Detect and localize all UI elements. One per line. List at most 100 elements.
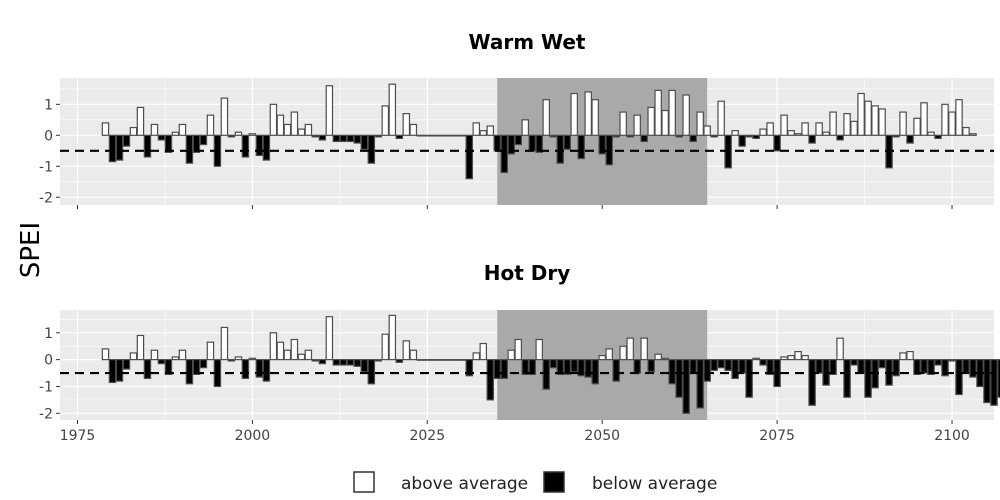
bar-warm-wet-2031 bbox=[465, 134, 474, 180]
bar-warm-wet-2007 bbox=[297, 128, 306, 136]
bar-hot-dry-2005 bbox=[283, 349, 292, 361]
bar-hot-dry-2002 bbox=[262, 359, 271, 382]
bar-warm-wet-2052 bbox=[612, 134, 620, 138]
bar-warm-wet-2044 bbox=[556, 134, 564, 164]
bar-hot-dry-2024 bbox=[416, 359, 425, 361]
bar-hot-dry-2097 bbox=[927, 359, 935, 375]
bar-hot-dry-2094 bbox=[906, 350, 914, 361]
bar-hot-dry-2063 bbox=[689, 359, 697, 374]
bar-warm-wet-2078 bbox=[794, 133, 802, 136]
y-tick-label: -1 bbox=[39, 159, 53, 175]
bar-hot-dry-2008 bbox=[304, 349, 313, 361]
panel-warm-wet: Warm Wet 1 0 -1 -2 bbox=[39, 30, 994, 209]
legend-label-below-average: below average bbox=[592, 474, 717, 494]
bar-hot-dry-2035 bbox=[493, 359, 502, 380]
bar-warm-wet-2089 bbox=[871, 105, 879, 136]
bar-warm-wet-2027 bbox=[437, 134, 446, 137]
y-tick-label: 1 bbox=[44, 326, 53, 342]
bar-warm-wet-2041 bbox=[535, 134, 543, 153]
bar-warm-wet-2088 bbox=[864, 100, 872, 136]
bar-hot-dry-2003 bbox=[269, 332, 278, 361]
bar-warm-wet-2054 bbox=[626, 134, 634, 138]
bar-warm-wet-2067 bbox=[717, 100, 725, 136]
bar-hot-dry-2050 bbox=[598, 355, 606, 361]
bar-hot-dry-2012 bbox=[332, 359, 341, 366]
bar-warm-wet-2033 bbox=[479, 130, 488, 136]
bar-hot-dry-1986 bbox=[150, 349, 159, 361]
bar-warm-wet-2056 bbox=[640, 134, 648, 143]
bar-warm-wet-1999 bbox=[241, 134, 250, 158]
panel-title-hot-dry: Hot Dry bbox=[484, 261, 571, 285]
bar-hot-dry-2085 bbox=[843, 359, 851, 398]
bar-hot-dry-2048 bbox=[584, 359, 592, 378]
y-tick-label: -2 bbox=[39, 406, 53, 422]
bar-hot-dry-2039 bbox=[521, 359, 529, 375]
bar-hot-dry-2078 bbox=[794, 350, 802, 361]
bar-warm-wet-2034 bbox=[486, 125, 495, 136]
bar-hot-dry-1996 bbox=[220, 326, 229, 361]
bar-hot-dry-1989 bbox=[171, 356, 180, 361]
bar-hot-dry-2032 bbox=[472, 352, 481, 361]
bar-hot-dry-2007 bbox=[297, 353, 306, 361]
bar-hot-dry-2058 bbox=[654, 353, 662, 361]
bar-warm-wet-2063 bbox=[689, 134, 697, 143]
bar-warm-wet-2103 bbox=[969, 133, 977, 136]
bar-warm-wet-2071 bbox=[745, 134, 753, 138]
bar-hot-dry-2044 bbox=[556, 359, 564, 375]
bar-hot-dry-2030 bbox=[458, 359, 467, 361]
bar-hot-dry-2073 bbox=[759, 359, 767, 366]
bar-hot-dry-2021 bbox=[395, 359, 404, 363]
bar-warm-wet-2059 bbox=[661, 109, 669, 136]
x-tick-label: 2100 bbox=[934, 428, 970, 444]
bar-warm-wet-2045 bbox=[563, 134, 571, 150]
bar-warm-wet-2050 bbox=[598, 134, 606, 155]
legend-label-above-average: above average bbox=[401, 474, 528, 494]
bar-hot-dry-2051 bbox=[605, 348, 613, 361]
bar-warm-wet-1980 bbox=[108, 134, 117, 163]
bar-hot-dry-2042 bbox=[542, 359, 550, 390]
bar-warm-wet-2066 bbox=[710, 134, 718, 138]
bar-warm-wet-2060 bbox=[668, 89, 676, 136]
bar-warm-wet-2021 bbox=[395, 134, 404, 140]
bar-warm-wet-2005 bbox=[283, 123, 292, 136]
bar-hot-dry-2036 bbox=[500, 359, 509, 380]
bar-warm-wet-2023 bbox=[409, 123, 418, 136]
bar-hot-dry-2015 bbox=[353, 359, 362, 367]
bar-hot-dry-1985 bbox=[143, 359, 152, 380]
bar-warm-wet-2097 bbox=[927, 131, 935, 136]
panel-title-warm-wet: Warm Wet bbox=[469, 30, 586, 54]
bar-warm-wet-2010 bbox=[318, 134, 327, 141]
bar-warm-wet-2087 bbox=[857, 92, 865, 136]
bar-warm-wet-2086 bbox=[850, 120, 858, 136]
bar-warm-wet-1985 bbox=[143, 134, 152, 158]
bar-hot-dry-2040 bbox=[528, 359, 536, 375]
bar-hot-dry-2055 bbox=[633, 359, 641, 374]
bar-warm-wet-2090 bbox=[878, 108, 886, 136]
bar-warm-wet-2008 bbox=[304, 123, 313, 136]
bar-warm-wet-2022 bbox=[402, 113, 411, 136]
bar-warm-wet-1990 bbox=[178, 123, 187, 136]
bar-hot-dry-2106 bbox=[990, 359, 998, 406]
bar-hot-dry-2074 bbox=[766, 359, 774, 375]
bar-warm-wet-1979 bbox=[101, 122, 110, 136]
bar-warm-wet-2062 bbox=[682, 94, 690, 136]
bar-hot-dry-2100 bbox=[948, 359, 956, 362]
bar-warm-wet-2081 bbox=[815, 122, 823, 136]
bar-hot-dry-2102 bbox=[962, 359, 970, 374]
bar-warm-wet-2024 bbox=[416, 134, 425, 137]
bar-warm-wet-2039 bbox=[521, 119, 529, 136]
bar-warm-wet-2073 bbox=[759, 128, 767, 136]
bar-warm-wet-1992 bbox=[192, 134, 201, 153]
bar-hot-dry-2070 bbox=[738, 359, 746, 374]
bar-warm-wet-1997 bbox=[227, 134, 236, 138]
bar-hot-dry-1983 bbox=[129, 352, 138, 361]
x-tick-label: 2075 bbox=[759, 428, 795, 444]
bar-hot-dry-2037 bbox=[507, 349, 516, 361]
bar-hot-dry-1998 bbox=[234, 356, 243, 361]
bar-hot-dry-2064 bbox=[696, 359, 704, 409]
bar-hot-dry-2047 bbox=[577, 359, 585, 377]
bar-hot-dry-2068 bbox=[724, 359, 732, 371]
bar-warm-wet-1984 bbox=[136, 106, 145, 136]
bar-warm-wet-2019 bbox=[381, 105, 390, 136]
